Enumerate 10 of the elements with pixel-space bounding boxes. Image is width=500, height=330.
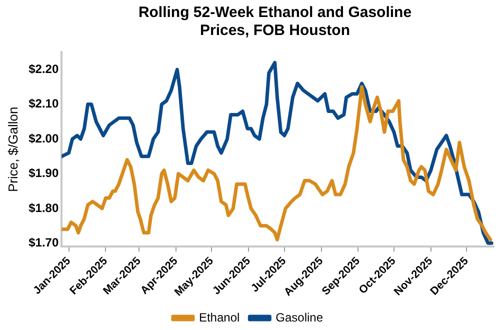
legend-label: Gasoline	[276, 310, 324, 324]
y-tick-label: $1.70	[28, 235, 59, 250]
legend-label: Ethanol	[198, 310, 240, 324]
chart-title: Rolling 52-Week Ethanol and Gasoline Prices, FOB Houston	[137, 4, 413, 40]
y-tick-label: $1.90	[28, 166, 59, 180]
y-tick-label: $2.20	[28, 62, 59, 76]
y-tick-label: $2.00	[28, 131, 59, 146]
y-axis-title: Price, $/Gallon	[5, 106, 20, 192]
y-tick-label: $2.10	[28, 96, 59, 111]
y-tick-label: $1.80	[28, 200, 59, 215]
